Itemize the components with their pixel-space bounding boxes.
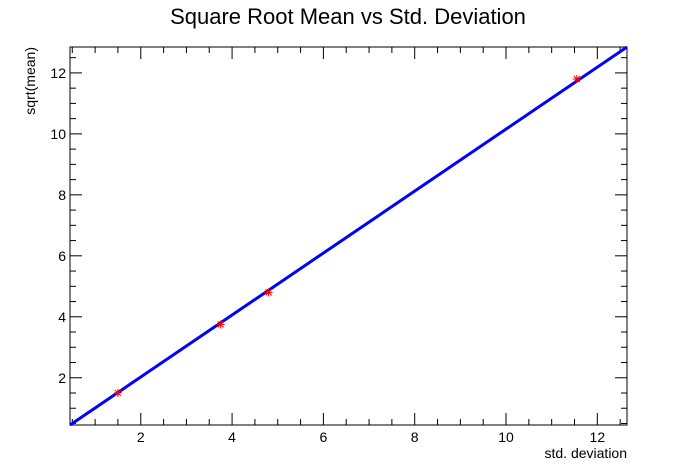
- data-point-stroke: [573, 75, 581, 83]
- x-tick-label: 8: [411, 429, 419, 445]
- data-point: [113, 388, 122, 397]
- y-tick-label: 4: [58, 309, 66, 325]
- data-series: [69, 45, 628, 427]
- y-tick-label: 8: [58, 187, 66, 203]
- axis-ticks: 2 4 6 8 10 12 2 4 6 8 10 12: [50, 47, 627, 445]
- chart-title: Square Root Mean vs Std. Deviation: [170, 4, 526, 29]
- y-tick-label: 2: [58, 370, 66, 386]
- data-point: [216, 320, 225, 329]
- x-tick-label: 6: [319, 429, 327, 445]
- x-tick-label: 2: [137, 429, 145, 445]
- y-tick-label: 12: [50, 65, 66, 81]
- x-tick-label: 12: [590, 429, 606, 445]
- x-tick-label: 4: [228, 429, 236, 445]
- x-axis-label: std. deviation: [545, 445, 628, 461]
- x-tick-label: 10: [498, 429, 514, 445]
- data-point: [264, 288, 273, 297]
- y-tick-label: 6: [58, 248, 66, 264]
- fit-line: [69, 45, 628, 427]
- data-point-stroke: [217, 321, 225, 328]
- data-point: [572, 75, 581, 84]
- data-point-stroke: [265, 289, 272, 296]
- plot-frame: [69, 46, 628, 426]
- data-point-stroke: [114, 389, 122, 397]
- y-axis-label: sqrt(mean): [22, 47, 38, 115]
- y-tick-label: 10: [50, 126, 66, 142]
